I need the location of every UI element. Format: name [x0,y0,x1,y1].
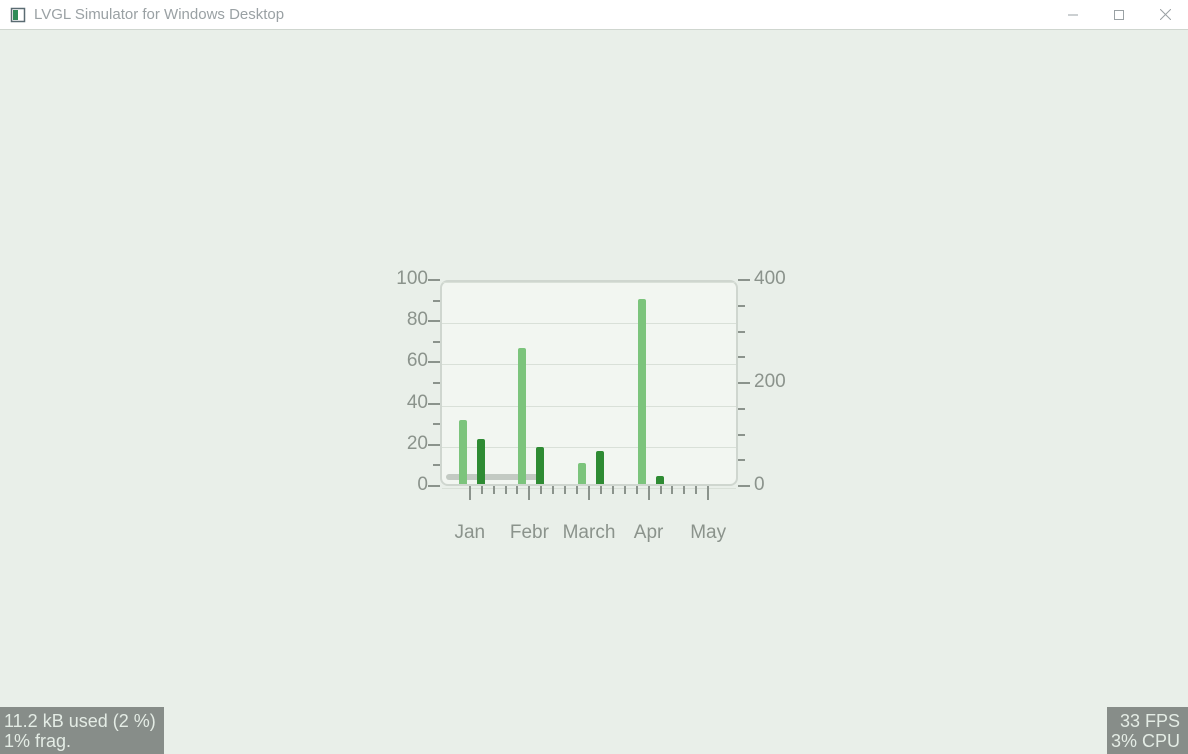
axis-tick [738,305,745,307]
axis-tick [738,485,750,487]
axis-tick [738,331,745,333]
chart-bar [578,463,586,484]
y-left-label: 100 [380,268,428,290]
perf-monitor: 33 FPS 3% CPU [1107,707,1188,754]
chart-bar [518,348,526,484]
y-right-label: 200 [754,371,802,393]
axis-tick [576,486,578,494]
y-right-label: 400 [754,268,802,290]
chart-bar [536,447,544,484]
axis-tick [588,486,590,500]
axis-tick [516,486,518,494]
axis-tick [433,464,440,466]
close-button[interactable] [1142,0,1188,30]
axis-tick [738,408,745,410]
y-right-label: 0 [754,474,802,496]
axis-tick [433,341,440,343]
axis-tick [428,320,440,322]
minimize-button[interactable] [1050,0,1096,30]
axis-tick [433,382,440,384]
axis-tick [738,382,750,384]
axis-tick [428,485,440,487]
axis-tick [648,486,650,500]
axis-tick [493,486,495,494]
axis-tick [564,486,566,494]
memory-monitor: 11.2 kB used (2 %) 1% frag. [0,707,164,754]
chart-bar [656,476,664,484]
axis-tick [428,279,440,281]
axis-tick [428,403,440,405]
axis-tick [428,361,440,363]
x-label: March [556,522,622,544]
axis-tick [738,356,745,358]
axis-tick [738,434,745,436]
axis-tick [738,459,745,461]
chart-bar [638,299,646,484]
axis-tick [481,486,483,494]
axis-tick [469,486,471,500]
chart-plot-area[interactable] [440,280,738,486]
axis-tick [707,486,709,500]
axis-tick [695,486,697,494]
chart-bar [596,451,604,484]
x-label: Febr [496,522,562,544]
app-icon [10,7,26,23]
axis-tick [433,300,440,302]
axis-tick [428,444,440,446]
axis-tick [624,486,626,494]
axis-tick [683,486,685,494]
axis-tick [600,486,602,494]
maximize-button[interactable] [1096,0,1142,30]
window-titlebar: LVGL Simulator for Windows Desktop [0,0,1188,30]
x-label: May [675,522,741,544]
x-label: Jan [437,522,503,544]
y-left-label: 0 [380,474,428,496]
chart-gridline [442,364,736,365]
axis-tick [660,486,662,494]
chart-bar [477,439,485,484]
axis-tick [540,486,542,494]
axis-tick [528,486,530,500]
window-title: LVGL Simulator for Windows Desktop [34,6,284,23]
axis-tick [552,486,554,494]
chart-gridline [442,282,736,283]
y-left-label: 20 [380,433,428,455]
axis-tick [671,486,673,494]
y-left-label: 60 [380,350,428,372]
chart-gridline [442,406,736,407]
client-area: 0 20 40 60 80 100 0 200 400 JanFebrMarchAprMay 11… [0,30,1188,754]
axis-tick [505,486,507,494]
axis-tick [636,486,638,494]
chart-gridline [442,323,736,324]
axis-tick [433,423,440,425]
axis-tick [738,279,750,281]
y-left-label: 80 [380,309,428,331]
chart-bar [459,420,467,484]
x-label: Apr [616,522,682,544]
y-left-label: 40 [380,392,428,414]
chart-gridline [442,447,736,448]
axis-tick [612,486,614,494]
